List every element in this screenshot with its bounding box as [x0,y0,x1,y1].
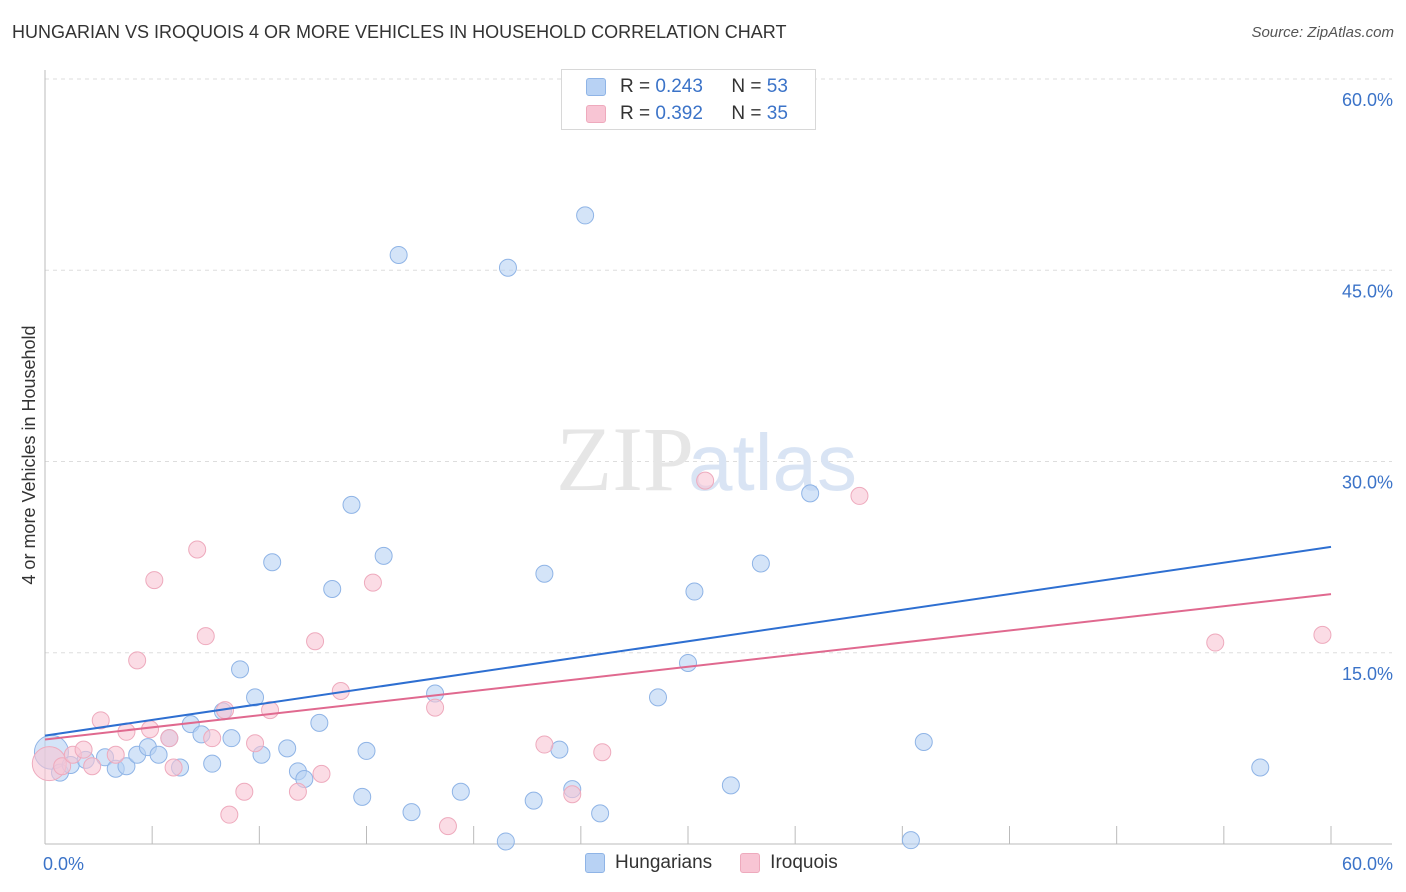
legend-item-iroquois[interactable]: Iroquois [740,852,838,874]
legend-label-iroquois: Iroquois [770,852,838,873]
iroquois-point [53,757,72,776]
iroquois-point [91,711,110,730]
legend-swatch-pink [740,853,761,873]
legend-n-value: 35 [766,103,788,124]
iroquois-point [426,698,445,717]
legend-n-label: N = [731,76,762,97]
iroquois-point [188,540,207,559]
series-legend: Hungarians Iroquois [585,852,866,874]
hungarian-point [721,776,740,795]
iroquois-point [145,571,164,590]
hungarian-point [323,580,342,598]
iroquois-point [74,740,93,759]
legend-row-hungarians: R = 0.243 N = 53 [586,74,788,100]
iroquois-point [220,805,239,824]
hungarian-point [117,757,136,776]
legend-n-label: N = [731,103,762,124]
iroquois-point [160,729,179,748]
legend-label-hungarians: Hungarians [615,852,713,873]
hungarian-point [278,739,297,758]
hungarian-point [751,554,770,573]
iroquois-point [235,782,254,801]
iroquois-point [203,729,222,748]
legend-item-hungarians[interactable]: Hungarians [585,852,712,874]
grid-layer [45,78,1392,654]
iroquois-point [288,782,307,801]
hungarian-point [203,754,222,773]
hungarian-point [451,782,470,801]
iroquois-point [535,735,554,754]
hungarian-point [648,688,667,707]
hungarian-point [914,733,933,751]
hungarian-point [374,546,393,565]
hungarian-point [389,245,408,264]
points-layer [31,87,1332,851]
y-tick-label: 45.0% [1342,281,1393,301]
hungarian-point [1251,758,1270,777]
hungarian-point [310,713,329,732]
trend-layer [44,545,1332,741]
legend-n-value: 53 [766,76,788,97]
iroquois-point [106,745,125,764]
axis-layer: 15.0% 30.0% 45.0% 60.0% 0.0% 60.0% [43,70,1393,874]
legend-r-label: R = [620,76,651,97]
hungarian-point [342,495,361,514]
iroquois-point [438,817,457,836]
iroquois-point [196,627,215,646]
iroquois-point [1206,633,1225,652]
hungarian-point [263,553,282,572]
y-tick-label: 15.0% [1342,664,1393,684]
hungarian-point [679,653,697,672]
correlation-legend: R = 0.243 N = 53 R = 0.392 N = 35 [561,69,816,130]
x-tick-label: 0.0% [43,854,84,874]
iroquois-point [164,758,183,777]
legend-r-value: 0.243 [655,76,703,97]
legend-row-iroquois: R = 0.392 N = 35 [586,101,788,127]
iroquois-point [1313,625,1332,644]
hungarian-point [685,582,704,601]
hungarian-point [496,832,515,851]
chart-title: HUNGARIAN VS IROQUOIS 4 OR MORE VEHICLES… [12,22,787,42]
hungarian-point [353,787,372,806]
iroquois-point [363,573,382,592]
hungarian-point [402,803,421,822]
hungarian-point [801,484,820,503]
iroquois-point [312,764,331,783]
legend-r-label: R = [620,103,651,124]
hungarian-point [246,688,265,707]
hungarian-point [901,831,920,850]
iroquois-point [128,651,147,670]
hungarian-point [591,804,610,823]
hungarian-point [535,564,554,583]
hungarian-point [149,745,168,764]
legend-r-value: 0.392 [655,103,703,124]
x-tick-label: 60.0% [1342,854,1393,874]
hungarian-point [576,206,595,225]
hungarians-trend-line [44,545,1332,737]
hungarian-point [231,660,250,679]
iroquois-point [563,785,582,804]
iroquois-point [593,743,612,762]
y-axis-label: 4 or more Vehicles in Household [19,325,39,584]
hungarian-point [550,740,569,759]
watermark-atlas: atlas [688,418,857,507]
iroquois-point [246,734,265,753]
iroquois-point [696,471,715,490]
iroquois-point [850,486,869,505]
hungarian-point [498,258,517,277]
legend-swatch-blue [586,78,606,96]
watermark-zip: ZIP [556,408,694,510]
hungarian-point [222,729,241,748]
iroquois-point [83,757,102,776]
legend-swatch-pink [586,105,606,123]
iroquois-trend-line [44,593,1332,741]
legend-swatch-blue [585,853,605,873]
y-tick-label: 60.0% [1342,90,1393,110]
iroquois-point [306,632,325,651]
y-tick-label: 30.0% [1342,473,1393,493]
source-label: Source: ZipAtlas.com [1251,24,1394,41]
hungarian-point [524,791,543,810]
hungarian-point [357,741,376,760]
